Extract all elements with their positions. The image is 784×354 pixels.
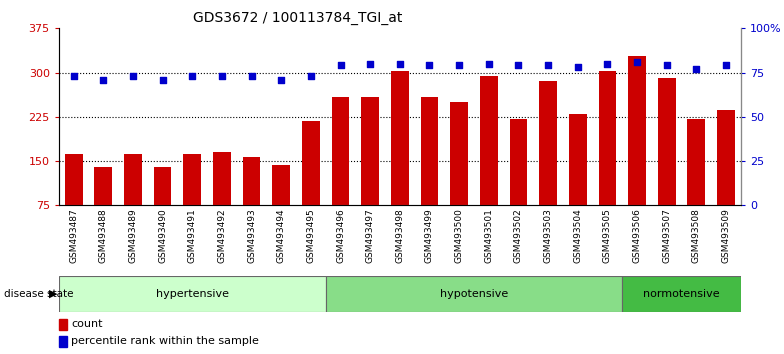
Point [482,61,495,67]
Point [97,77,110,82]
Point [364,61,376,67]
Bar [332,97,350,205]
Text: ▶: ▶ [49,289,57,299]
Bar [717,110,735,205]
Bar [325,276,622,312]
Bar [510,119,528,205]
Bar [59,276,325,312]
Point [453,63,466,68]
Point [512,63,524,68]
Text: GDS3672 / 100113784_TGI_at: GDS3672 / 100113784_TGI_at [193,11,403,25]
Bar [420,97,438,205]
Bar [243,157,260,205]
Point [631,59,644,65]
Point [127,73,140,79]
Bar [391,72,408,205]
Bar [59,336,67,347]
Point [542,63,554,68]
Bar [65,154,82,205]
Bar [272,165,290,205]
Point [720,63,732,68]
Bar [598,72,616,205]
Point [334,63,347,68]
Point [67,73,80,79]
Point [275,77,288,82]
Bar [480,75,498,205]
Point [423,63,436,68]
Point [245,73,258,79]
Bar [59,319,67,330]
Point [216,73,228,79]
Bar [658,79,676,205]
Bar [213,152,230,205]
Bar [183,154,201,205]
Bar [569,114,586,205]
Point [156,77,169,82]
Bar [628,56,646,205]
Text: percentile rank within the sample: percentile rank within the sample [71,336,259,346]
Text: hypotensive: hypotensive [440,289,508,299]
Bar [361,97,379,205]
Text: hypertensive: hypertensive [156,289,229,299]
Point [305,73,318,79]
Text: count: count [71,319,103,329]
Bar [450,102,468,205]
Point [186,73,198,79]
Bar [94,167,112,205]
Point [690,66,702,72]
Bar [539,81,557,205]
Text: normotensive: normotensive [643,289,720,299]
Point [660,63,673,68]
Text: disease state: disease state [4,289,74,299]
Bar [154,167,172,205]
Bar [688,119,706,205]
Bar [622,276,741,312]
Bar [124,154,142,205]
Bar [302,121,320,205]
Point [572,64,584,70]
Point [601,61,614,67]
Point [394,61,406,67]
